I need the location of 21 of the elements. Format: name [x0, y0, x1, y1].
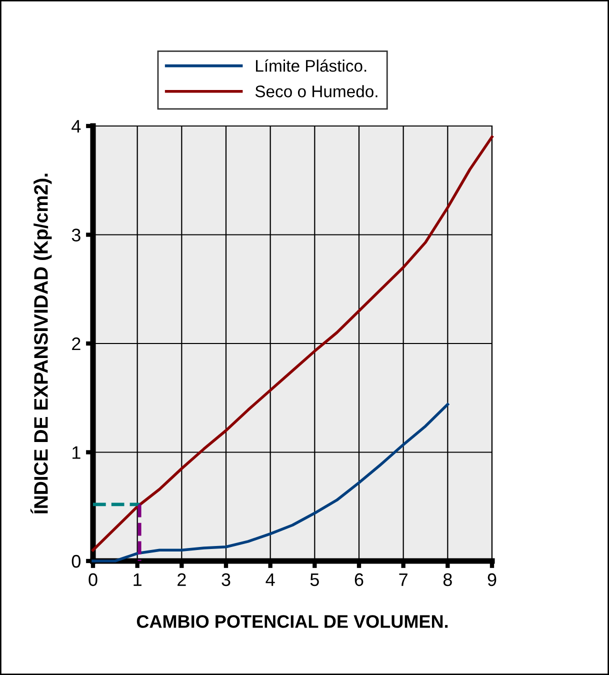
x-tick-label: 3	[222, 573, 230, 586]
x-tick-label: 8	[443, 573, 452, 586]
x-tick-label: 4	[266, 573, 275, 586]
y-axis-title: ÍNDICE DE EXPANSIVIDAD (Kp/cm2).	[30, 174, 52, 514]
x-tick-label: 0	[88, 573, 98, 586]
y-tick-label: 4	[72, 120, 81, 133]
x-axis-title: CAMBIO POTENCIAL DE VOLUMEN.	[136, 615, 448, 628]
line-series	[92, 403, 450, 562]
x-tick-label: 9	[488, 573, 496, 586]
x-tick-label: 7	[399, 573, 408, 586]
y-tick-label: 0	[72, 554, 80, 568]
x-tick-label: 5	[310, 573, 319, 586]
legend-label: Seco o Humedo.	[255, 85, 378, 98]
y-tick-label: 1	[72, 446, 80, 459]
y-tick-label: 2	[72, 337, 80, 350]
x-tick-label: 6	[354, 573, 364, 586]
legend-label: Límite Plástico.	[256, 59, 366, 72]
line-series	[92, 135, 494, 552]
x-tick-label: 2	[178, 573, 186, 586]
y-tick-label: 3	[72, 228, 80, 242]
x-tick-label: 1	[134, 573, 142, 586]
